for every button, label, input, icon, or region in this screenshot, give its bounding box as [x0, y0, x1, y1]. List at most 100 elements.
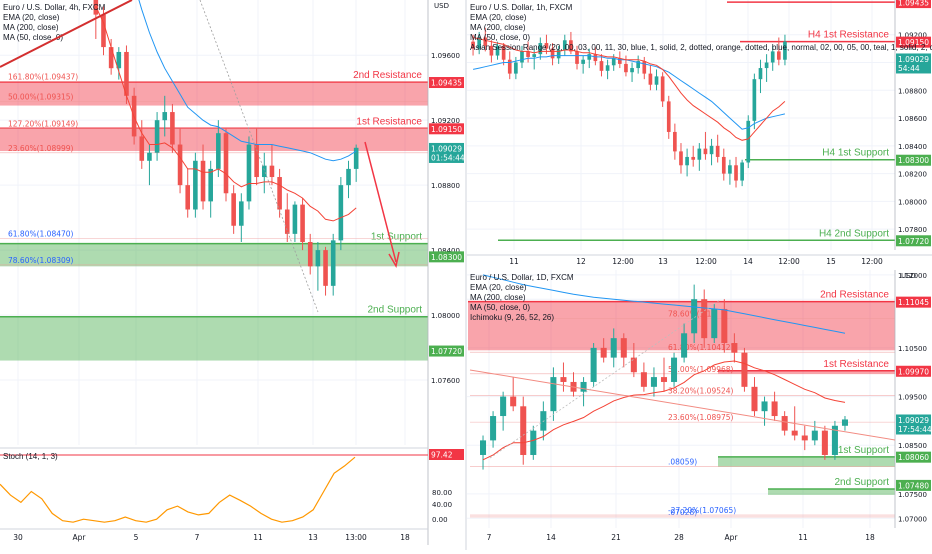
candle-body — [154, 120, 160, 153]
candle-body — [139, 136, 145, 161]
price-badge-text: 1.09435 — [898, 0, 929, 8]
fib-label: 23.60%(1.08975) — [668, 413, 734, 422]
candle-body — [681, 333, 688, 358]
candle-body — [679, 151, 683, 166]
candle-body — [640, 372, 647, 387]
x-tick-label: 5 — [134, 533, 139, 542]
stoch-tick-label: 40.00 — [432, 501, 452, 509]
price-badge — [429, 345, 464, 357]
fib-label: 61.80%(1.08470) — [8, 230, 74, 239]
zone-label: 1st Support — [838, 445, 889, 456]
price-badge — [896, 235, 931, 247]
candle-body — [193, 160, 198, 210]
candle-body — [590, 347, 597, 382]
candle-body — [650, 377, 657, 387]
candle-body — [526, 51, 530, 57]
candle-body — [734, 165, 738, 181]
y-tick-label: 1.07600 — [431, 377, 460, 385]
candle-body — [841, 419, 848, 426]
fib-connector — [489, 299, 721, 459]
candle-body — [685, 156, 689, 166]
price-badge-text: 1.09435 — [431, 79, 462, 88]
candle-body — [801, 435, 808, 441]
ema20-line — [472, 37, 786, 141]
candle-body — [185, 185, 191, 210]
candle-body — [776, 51, 781, 60]
level-label: H4 2nd Support — [819, 228, 889, 239]
x-tick-label: 13 — [658, 257, 668, 266]
candle-body — [709, 145, 714, 155]
zone-band — [0, 243, 428, 267]
candle-body — [323, 250, 328, 286]
trend-line — [0, 0, 133, 68]
candle-body — [728, 165, 732, 174]
candle-body — [489, 45, 494, 56]
y-tick-label: 1.08000 — [898, 198, 927, 206]
candle-body — [556, 50, 561, 59]
indicator-legend: Euro / U.S. Dollar, 1h, FXCM — [470, 3, 573, 12]
candle-body — [108, 47, 114, 69]
indicator-legend: Euro / U.S. Dollar, 4h, FXCM — [3, 3, 106, 12]
countdown-text: 01:54:44 — [431, 153, 465, 162]
candle-body — [277, 177, 282, 210]
candle-body — [721, 308, 728, 344]
indicator-legend: EMA (20, close) — [3, 13, 60, 22]
price-badge-text: 1.09970 — [898, 367, 929, 376]
indicator-legend: MA (200, close) — [3, 23, 59, 32]
price-badge — [896, 36, 931, 48]
current-price-badge — [896, 53, 931, 74]
ema20-line — [95, 6, 357, 222]
plot-area — [467, 270, 895, 528]
candle-body — [315, 250, 321, 267]
candle-body — [600, 347, 607, 358]
zone-label: 2nd Resistance — [353, 70, 422, 81]
candle-body — [630, 357, 637, 373]
candle-body — [254, 144, 259, 178]
zone-label: 2nd Support — [835, 477, 890, 488]
candle-body — [520, 406, 527, 455]
y-tick-label: 1.10500 — [898, 345, 927, 353]
ma50-line — [138, 0, 357, 162]
price-badge-text: 1.08060 — [898, 453, 929, 462]
candle-body — [636, 61, 641, 69]
price-badge-text: 1.09150 — [431, 125, 462, 134]
indicator-legend: MA (200, close) — [470, 293, 526, 302]
candle-body — [660, 76, 665, 102]
ma50-line — [482, 274, 846, 334]
candle-body — [246, 144, 252, 202]
x-tick-label: 7 — [487, 533, 492, 542]
ema20-line — [482, 360, 846, 461]
candle-body — [764, 62, 769, 69]
y-tick-label: 1.09200 — [898, 32, 927, 40]
candle-body — [177, 144, 183, 186]
price-badge — [896, 296, 931, 308]
candle-body — [116, 51, 122, 69]
candle-body — [223, 133, 229, 194]
x-tick-label: Apr — [725, 533, 739, 542]
candle-body — [569, 40, 573, 52]
candle-body — [200, 160, 206, 202]
y-tick-label: 1.07500 — [898, 491, 927, 499]
fib-label: 23.60%(1.08999) — [8, 144, 74, 153]
x-tick-label: 11 — [509, 257, 519, 266]
price-badge-text: 1.09150 — [898, 38, 929, 47]
current-price-badge — [896, 414, 931, 435]
candle-body — [483, 37, 488, 46]
candle-body — [477, 37, 482, 49]
x-tick-label: 12 — [576, 257, 586, 266]
candle-body — [721, 156, 726, 174]
fib-connector — [199, 0, 319, 313]
x-tick-label: 12:00 — [695, 257, 717, 266]
candle-body — [346, 168, 351, 186]
stoch-tick-label: 80.00 — [432, 489, 452, 497]
x-tick-label: 18 — [865, 533, 875, 542]
x-tick-label: 30 — [13, 533, 23, 542]
x-tick-label: 14 — [546, 533, 556, 542]
zone-band — [0, 128, 428, 152]
candle-body — [758, 68, 763, 80]
zone-label: 1st Resistance — [823, 359, 889, 370]
x-tick-label: 13 — [308, 533, 318, 542]
candle-body — [593, 54, 598, 62]
candle-body — [147, 152, 152, 161]
